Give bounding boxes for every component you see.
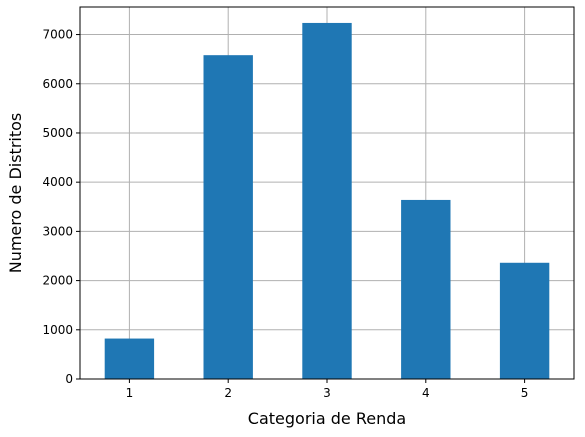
- bar-5: [499, 262, 550, 379]
- x-tick-label: 2: [224, 386, 232, 400]
- x-tick-label: 1: [126, 386, 134, 400]
- x-tick-label: 3: [323, 386, 331, 400]
- y-tick-label: 1000: [42, 323, 73, 337]
- x-axis-ticks: 1 2 3 4 5: [126, 379, 529, 400]
- bar-4: [401, 199, 451, 379]
- bar-3: [302, 22, 352, 379]
- x-tick-label: 5: [521, 386, 529, 400]
- y-tick-label: 2000: [42, 274, 73, 288]
- y-tick-label: 7000: [42, 28, 73, 42]
- bars: [104, 22, 550, 380]
- y-tick-label: 4000: [42, 175, 73, 189]
- bar-1: [104, 338, 155, 379]
- bar-2: [203, 55, 253, 380]
- y-axis-ticks: 0 1000 2000 3000 4000 5000 6000 7000: [42, 28, 80, 386]
- y-tick-label: 6000: [42, 77, 73, 91]
- y-tick-label: 0: [65, 372, 73, 386]
- x-tick-label: 4: [422, 386, 430, 400]
- y-tick-label: 5000: [42, 126, 73, 140]
- y-axis-label: Numero de Distritos: [6, 113, 25, 274]
- x-axis-label: Categoria de Renda: [248, 409, 406, 428]
- y-tick-label: 3000: [42, 224, 73, 238]
